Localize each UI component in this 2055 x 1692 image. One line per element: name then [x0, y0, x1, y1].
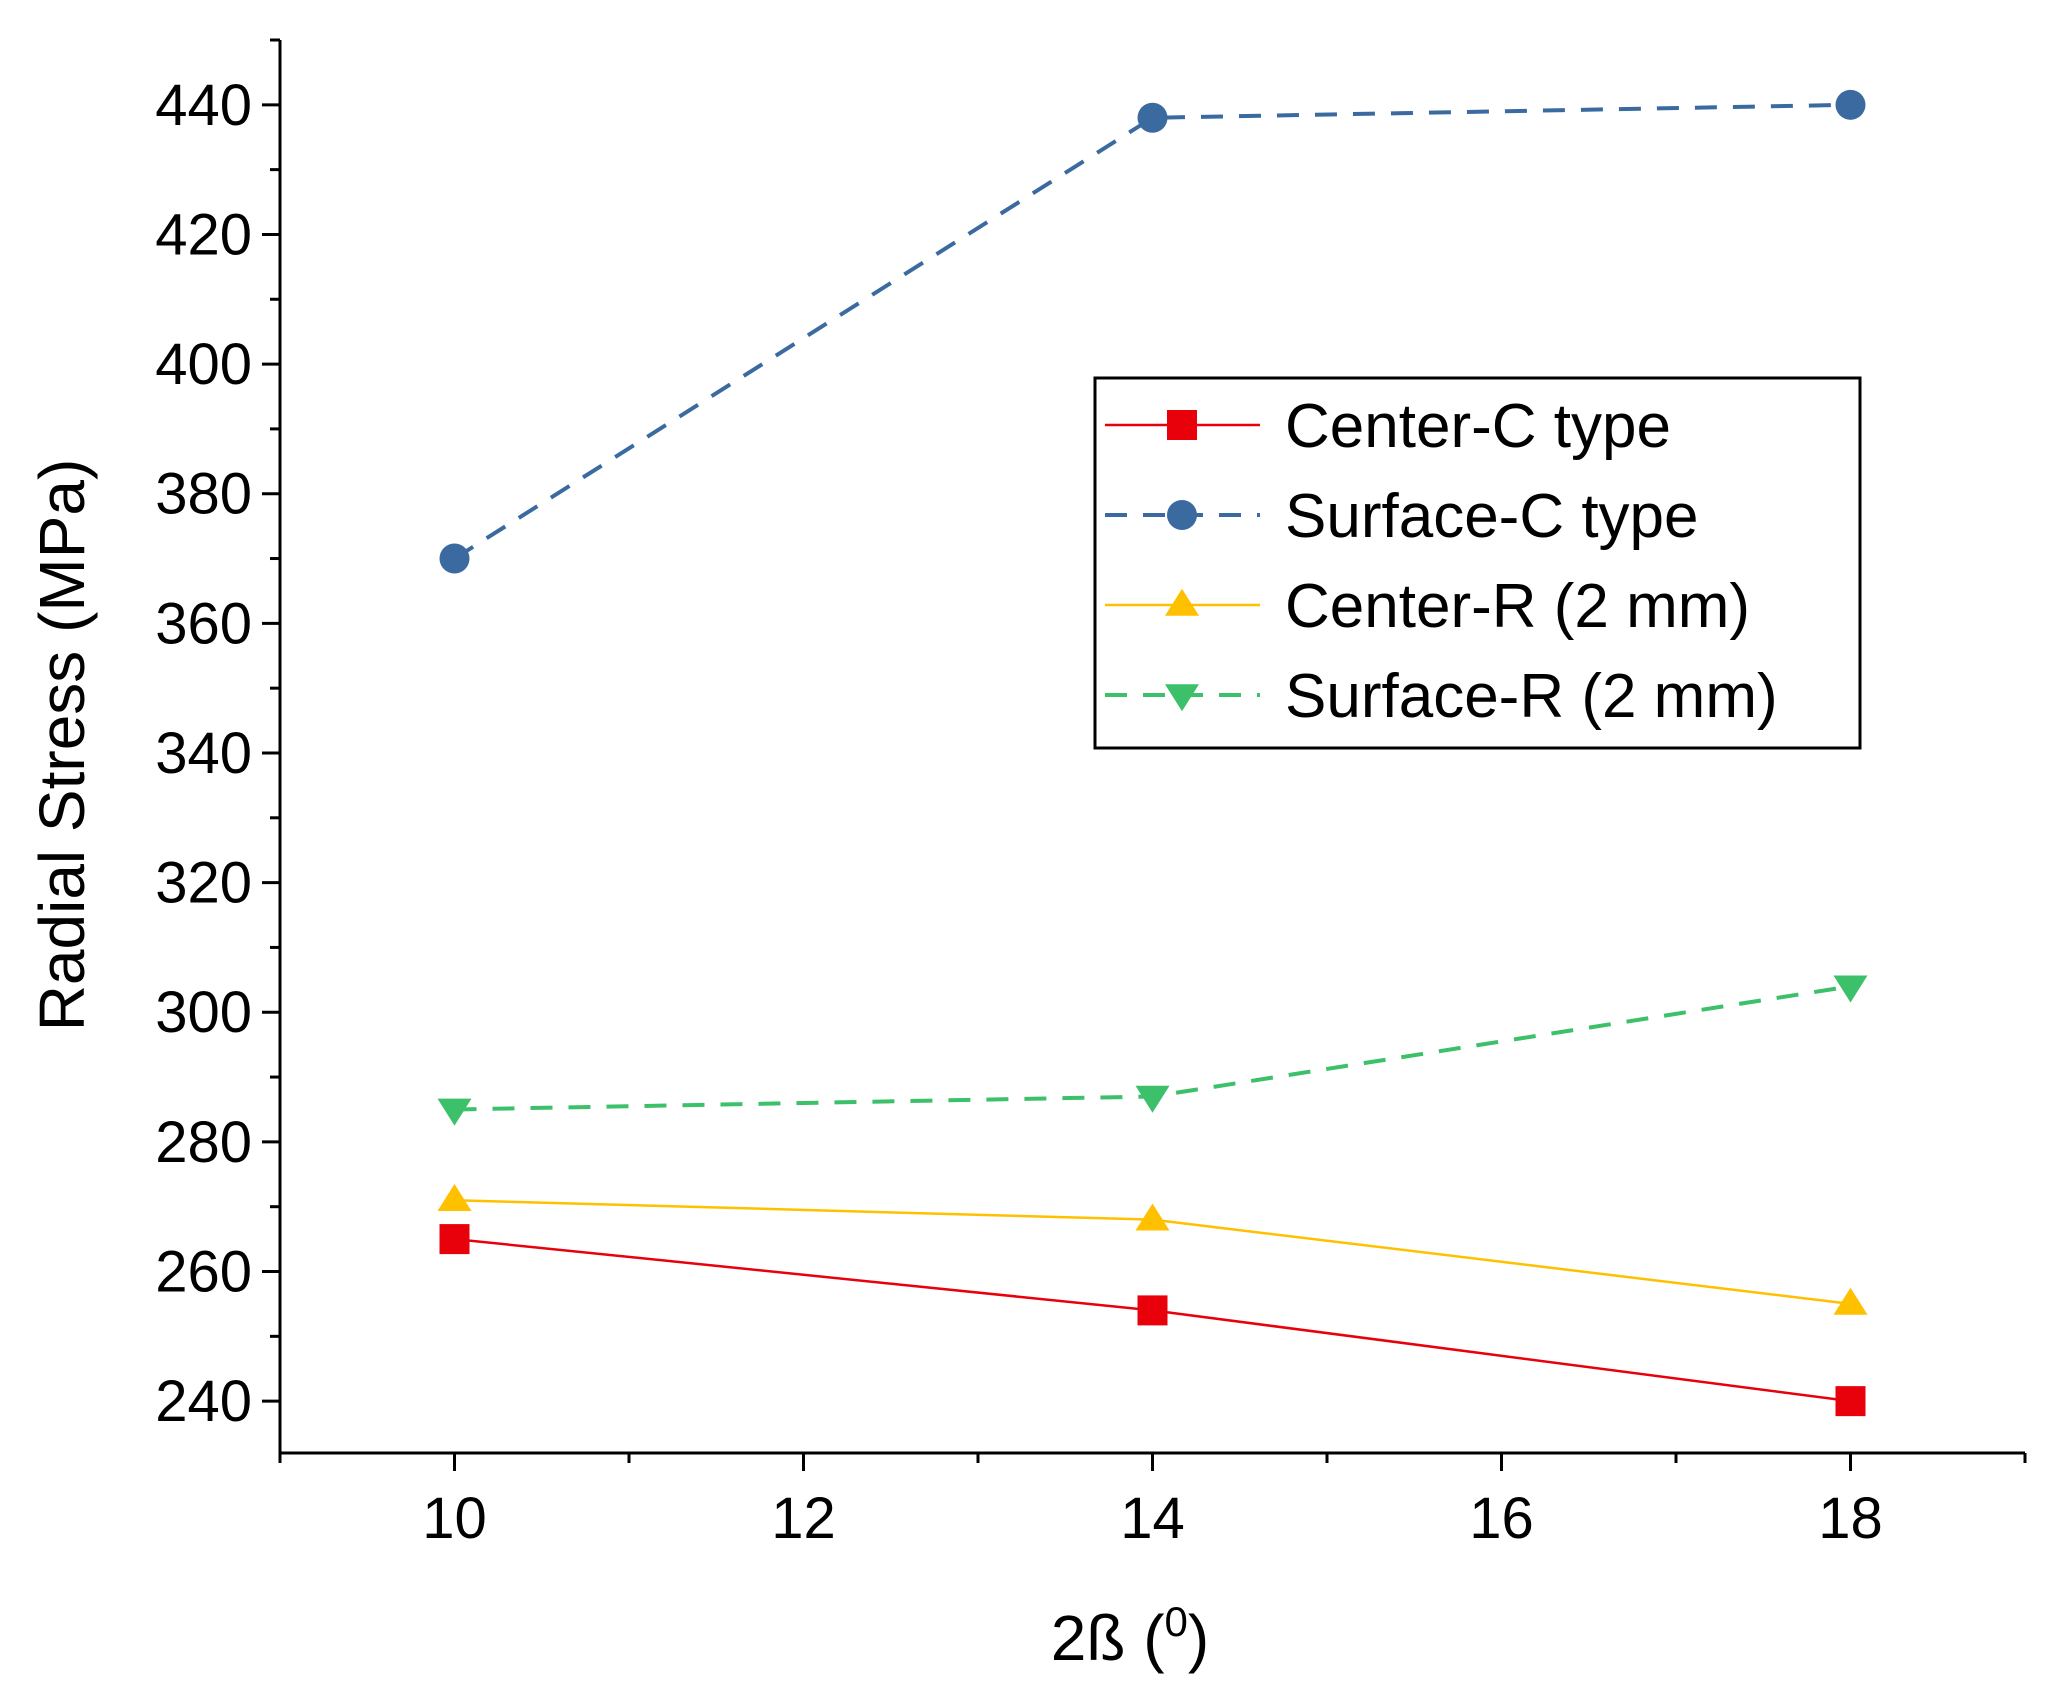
y-tick-label: 360 [155, 591, 252, 656]
x-tick-label: 18 [1818, 1486, 1883, 1551]
y-tick-label: 420 [155, 202, 252, 267]
y-tick-label: 380 [155, 462, 252, 527]
y-tick-label: 260 [155, 1240, 252, 1305]
legend-label-center-c-type: Center-C type [1285, 392, 1671, 461]
x-tick-label: 16 [1469, 1486, 1534, 1551]
series-line-surface-c-type [453, 102, 1851, 561]
legend-marker-center-r-2-mm [1165, 588, 1199, 616]
x-axis-title-superscript: 0 [1165, 1598, 1188, 1645]
y-tick-label: 440 [155, 73, 252, 138]
data-point-center-c-type [1835, 1386, 1866, 1417]
x-axis-title-suffix: ) [1188, 1602, 1209, 1674]
series-surface-c-type [439, 89, 1866, 574]
legend-marker-surface-r-2-mm [1165, 684, 1199, 712]
y-tick-label: 300 [155, 980, 252, 1045]
data-point-surface-r-2-mm [1135, 1085, 1170, 1113]
legend-label-center-r-2-mm: Center-R (2 mm) [1285, 572, 1750, 641]
legend-label-surface-c-type: Surface-C type [1285, 482, 1699, 551]
data-point-center-r-2-mm [1833, 1287, 1868, 1315]
series-center-r-2-mm [437, 1184, 1868, 1315]
y-tick-label: 320 [155, 851, 252, 916]
y-axis-title: Radial Stress (MPa) [26, 459, 98, 1032]
data-point-center-r-2-mm [1135, 1203, 1170, 1231]
legend-label-surface-r-2-mm: Surface-R (2 mm) [1285, 662, 1778, 731]
y-tick-label: 400 [155, 332, 252, 397]
legend-marker-surface-c-type [1167, 500, 1197, 530]
y-tick-label: 240 [155, 1369, 252, 1434]
legend-marker-center-c-type [1167, 410, 1197, 440]
x-axis-title-main: 2ß ( [1051, 1602, 1165, 1674]
data-point-surface-c-type [439, 543, 470, 574]
y-tick-label: 280 [155, 1110, 252, 1175]
legend-box [1093, 376, 1862, 750]
data-point-surface-c-type [1137, 102, 1168, 133]
series-center-c-type [439, 1224, 1866, 1417]
x-tick-label: 10 [422, 1486, 487, 1551]
data-point-surface-r-2-mm [437, 1098, 472, 1126]
x-tick-label: 14 [1120, 1486, 1185, 1551]
data-point-surface-c-type [1835, 89, 1866, 120]
data-point-center-r-2-mm [437, 1184, 472, 1212]
series-surface-r-2-mm [437, 975, 1868, 1126]
x-tick-label: 12 [771, 1486, 836, 1551]
y-tick-label: 340 [155, 721, 252, 786]
data-point-center-c-type [1137, 1295, 1168, 1326]
x-axis-title: 2ß (0) [1051, 1598, 1209, 1674]
data-point-center-c-type [439, 1224, 470, 1255]
data-point-surface-r-2-mm [1833, 975, 1868, 1003]
